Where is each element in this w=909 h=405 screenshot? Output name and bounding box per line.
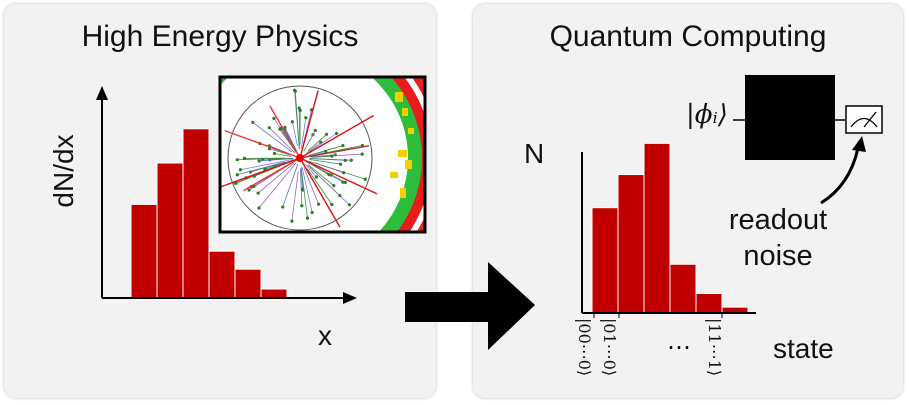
input-state-label: |ϕᵢ⟩ [686,100,728,130]
qc-state-ellipsis: ⋯ [667,334,691,361]
hep-histogram [130,128,288,299]
histogram-bar [695,293,723,314]
qc-tick-label-00: |00⋯0⟩ [575,318,594,377]
qc-tick-label-01: |01⋯0⟩ [600,318,619,377]
histogram-bar [182,128,210,299]
histogram-bar [260,288,288,299]
hep-title: High Energy Physics [81,20,359,53]
hep-x-axis-arrowhead [343,292,357,304]
meter-icon [845,105,883,134]
histogram-bar [617,174,645,314]
qc-histogram [591,142,749,314]
hep-y-label: dN/dx [48,134,79,208]
readout-pointer-arrowhead [852,136,866,152]
readout-label-line2: noise [743,240,813,272]
qc-x-label: state [773,333,834,364]
histogram-bar [643,142,671,314]
histogram-bar [156,162,184,299]
hep-y-axis-arrowhead [96,86,108,100]
qc-title: Quantum Computing [549,20,827,53]
qc-tick-label-11: |11⋯1⟩ [705,318,724,377]
histogram-bar [130,203,158,299]
qc-y-label: N [524,138,545,169]
histogram-bar [208,250,236,299]
transition-arrow [405,262,535,350]
hep-x-label: x [318,320,332,351]
event-display-image [218,75,427,234]
black-box-circuit [745,75,835,160]
readout-noise-label: readout noise [722,202,834,274]
histogram-bar [669,263,697,314]
readout-pointer-arrow [820,147,860,205]
readout-label-line1: readout [728,204,828,236]
histogram-bar [234,268,262,299]
qc-panel: Quantum Computing [473,4,903,398]
histogram-bar [591,207,619,314]
